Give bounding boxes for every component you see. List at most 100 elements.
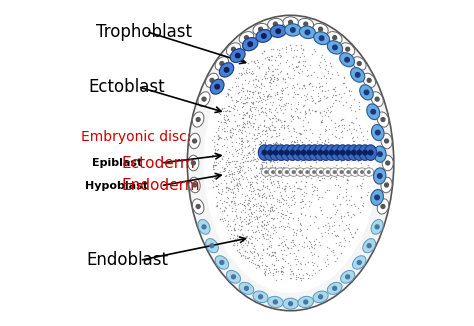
Point: [363, 128, 370, 134]
Point: [237, 241, 245, 246]
Point: [230, 170, 238, 175]
Point: [318, 234, 326, 239]
Point: [339, 194, 346, 200]
Point: [239, 116, 247, 121]
Point: [285, 152, 292, 157]
Point: [273, 109, 281, 114]
Point: [221, 137, 228, 142]
Point: [294, 154, 302, 159]
Point: [253, 215, 260, 220]
Point: [309, 170, 316, 175]
Ellipse shape: [381, 177, 392, 193]
Point: [243, 138, 250, 143]
Point: [252, 166, 260, 171]
Point: [212, 203, 220, 208]
Point: [331, 149, 338, 154]
Point: [230, 184, 237, 189]
Point: [296, 186, 304, 192]
Point: [266, 205, 273, 210]
Point: [328, 95, 336, 100]
Point: [264, 183, 271, 188]
Point: [250, 210, 257, 215]
Point: [294, 114, 302, 120]
Point: [228, 171, 236, 176]
Ellipse shape: [350, 168, 360, 176]
Circle shape: [259, 295, 263, 299]
Point: [322, 96, 330, 101]
Point: [232, 84, 239, 89]
Point: [306, 164, 313, 169]
Circle shape: [304, 300, 308, 304]
Point: [263, 96, 271, 101]
Point: [213, 200, 221, 205]
Point: [228, 152, 236, 157]
Point: [283, 46, 290, 51]
Point: [287, 240, 295, 245]
Point: [262, 236, 270, 241]
Point: [260, 179, 267, 185]
Point: [307, 142, 315, 147]
Ellipse shape: [189, 133, 200, 149]
Point: [270, 112, 277, 117]
Point: [211, 173, 219, 179]
Point: [263, 233, 271, 238]
Point: [290, 89, 298, 94]
Point: [214, 134, 221, 139]
Circle shape: [305, 30, 310, 35]
Point: [242, 134, 250, 139]
Ellipse shape: [210, 79, 224, 94]
Point: [290, 193, 297, 198]
Circle shape: [191, 161, 195, 165]
Point: [280, 119, 287, 124]
Point: [238, 244, 246, 249]
Point: [228, 139, 236, 144]
Point: [292, 276, 300, 281]
Point: [272, 224, 279, 229]
Point: [270, 262, 278, 268]
Point: [310, 171, 317, 176]
Point: [233, 232, 241, 238]
Point: [243, 95, 251, 100]
Point: [250, 204, 257, 209]
Circle shape: [236, 53, 240, 58]
Point: [266, 195, 274, 200]
Point: [222, 180, 230, 185]
Point: [247, 224, 255, 229]
Circle shape: [319, 36, 324, 40]
Point: [236, 163, 244, 169]
Point: [305, 107, 313, 112]
Circle shape: [333, 36, 337, 39]
Point: [277, 200, 284, 205]
Point: [321, 189, 328, 194]
Point: [284, 202, 292, 207]
Point: [267, 109, 274, 114]
Point: [262, 163, 270, 169]
Point: [265, 57, 273, 62]
Point: [349, 135, 356, 140]
Point: [245, 227, 252, 232]
Point: [320, 141, 328, 146]
Point: [212, 152, 219, 157]
Point: [337, 184, 344, 189]
Point: [228, 179, 235, 185]
Point: [287, 112, 295, 117]
Point: [317, 207, 325, 212]
Point: [232, 97, 240, 102]
Ellipse shape: [275, 145, 287, 160]
Point: [310, 169, 317, 174]
Point: [297, 199, 305, 204]
Point: [233, 164, 240, 170]
Point: [339, 174, 346, 180]
Point: [350, 126, 358, 132]
Circle shape: [384, 139, 389, 143]
Point: [229, 176, 237, 181]
Circle shape: [333, 45, 337, 50]
Point: [316, 95, 324, 100]
Point: [281, 198, 288, 203]
Point: [231, 147, 239, 152]
Point: [251, 173, 258, 179]
Point: [352, 115, 359, 120]
Point: [222, 173, 229, 179]
Point: [211, 167, 219, 172]
Ellipse shape: [269, 145, 282, 160]
